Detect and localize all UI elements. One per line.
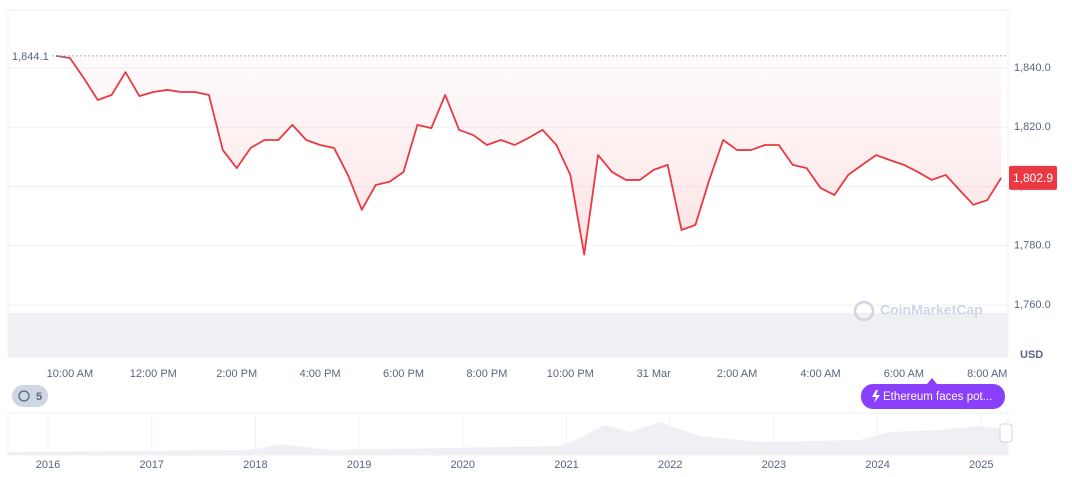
x-tick-label: 4:00 AM <box>800 368 840 380</box>
watermark-logo <box>853 300 875 322</box>
events-count: 5 <box>36 391 42 403</box>
watermark: CoinMarketCap <box>880 302 983 318</box>
y-tick-label: 1,820.0 <box>1014 121 1051 133</box>
news-pointer <box>927 378 937 384</box>
news-pill[interactable] <box>861 384 1005 409</box>
navigator-label: 2016 <box>36 459 60 471</box>
x-tick-label: 6:00 PM <box>383 368 424 380</box>
x-tick-label: 2:00 AM <box>717 368 757 380</box>
navigator-handle[interactable] <box>999 423 1013 443</box>
navigator-label: 2020 <box>451 459 475 471</box>
y-tick-label: 1,760.0 <box>1014 299 1051 311</box>
x-tick-label: 31 Mar <box>637 368 672 380</box>
news-icon <box>872 390 880 403</box>
y-tick-label: 1,780.0 <box>1014 240 1051 252</box>
news-text: Ethereum faces pot... <box>883 391 992 403</box>
navigator-label: 2019 <box>347 459 371 471</box>
navigator-label: 2023 <box>762 459 786 471</box>
unit-label: USD <box>1020 349 1043 361</box>
x-tick-label: 12:00 PM <box>130 368 177 380</box>
x-tick-label: 10:00 PM <box>547 368 594 380</box>
reference-label-bg <box>8 47 52 64</box>
price-line <box>55 55 1002 256</box>
reference-label: 1,844.1 <box>12 51 49 63</box>
navigator-label: 2017 <box>139 459 163 471</box>
last-price-label: 1,802.9 <box>1013 171 1053 185</box>
price-area <box>56 55 1002 255</box>
volume-band <box>8 313 1008 357</box>
x-tick-label: 8:00 PM <box>466 368 507 380</box>
last-price-badge <box>1009 165 1057 190</box>
navigator-label: 2021 <box>554 459 578 471</box>
x-tick-label: 6:00 AM <box>884 368 924 380</box>
events-icon <box>18 390 30 402</box>
navigator-area <box>8 422 1008 455</box>
navigator-label: 2022 <box>658 459 682 471</box>
navigator-label: 2018 <box>243 459 267 471</box>
events-badge[interactable] <box>12 385 48 407</box>
x-tick-label: 10:00 AM <box>47 368 93 380</box>
x-tick-label: 4:00 PM <box>300 368 341 380</box>
navigator-label: 2025 <box>969 459 993 471</box>
x-tick-label: 8:00 AM <box>967 368 1007 380</box>
x-tick-label: 2:00 PM <box>216 368 257 380</box>
y-tick-label: 1,840.0 <box>1014 62 1051 74</box>
navigator-label: 2024 <box>865 459 889 471</box>
